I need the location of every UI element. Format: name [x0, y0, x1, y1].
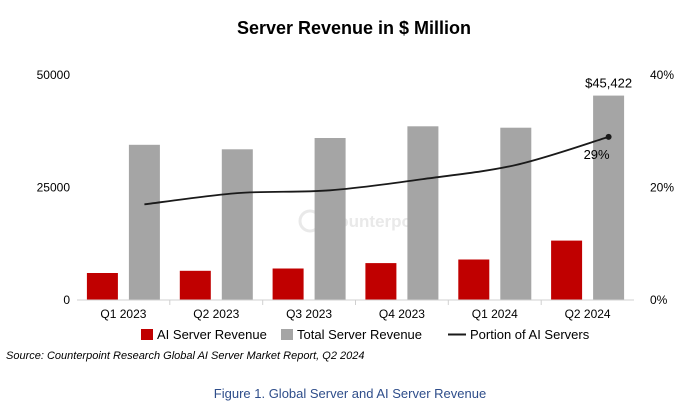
bar-ai-server-revenue-q3-2023	[272, 268, 304, 300]
bar-total-server-revenue-q2-2024	[593, 95, 625, 300]
line-portion-of-ai-servers	[144, 136, 609, 206]
line-layer	[144, 133, 612, 206]
x-tick-label-q2-2024: Q2 2024	[565, 307, 611, 321]
bar-total-server-revenue-q3-2023	[314, 138, 346, 300]
bar-ai-server-revenue-q4-2023	[365, 263, 397, 300]
figure-caption: Figure 1. Global Server and AI Server Re…	[213, 386, 487, 401]
y-right-tick-label-20-: 20%	[650, 181, 674, 195]
data-label-portion-q2-2024: 29%	[584, 147, 610, 162]
x-tick-label-q2-2023: Q2 2023	[193, 307, 239, 321]
line-point-portion-of-ai-servers-q2-2024	[605, 133, 612, 140]
y-left-tick-label-50000: 50000	[37, 68, 71, 82]
legend-label-portion-of-ai-servers: Portion of AI Servers	[470, 327, 590, 342]
x-tick-label-q1-2023: Q1 2023	[100, 307, 146, 321]
bar-ai-server-revenue-q2-2023	[179, 270, 211, 301]
y-left-tick-label-25000: 25000	[37, 181, 71, 195]
bar-total-server-revenue-q2-2023	[221, 149, 253, 301]
legend-label-ai-server-revenue: AI Server Revenue	[157, 327, 267, 342]
legend-label-total-server-revenue: Total Server Revenue	[297, 327, 422, 342]
bar-ai-server-revenue-q1-2023	[86, 273, 118, 300]
bar-total-server-revenue-q1-2024	[500, 127, 532, 300]
bar-ai-server-revenue-q1-2024	[458, 259, 490, 300]
bar-total-server-revenue-q1-2023	[128, 144, 160, 301]
legend-swatch-total-server-revenue	[281, 329, 293, 340]
server-revenue-chart: Server Revenue in $ Million Counterpoint…	[37, 18, 675, 342]
bars-layer	[86, 95, 625, 301]
axes-layer: Q1 2023 Q2 2023 Q3 2023 Q4 2023 Q1 2024 Q2 20…	[37, 68, 675, 321]
chart-title: Server Revenue in $ Million	[237, 18, 471, 38]
watermark-text: Counterpoint	[326, 212, 433, 231]
x-tick-label-q4-2023: Q4 2023	[379, 307, 425, 321]
x-tick-label-q3-2023: Q3 2023	[286, 307, 332, 321]
bar-total-server-revenue-q4-2023	[407, 126, 439, 300]
legend-swatch-ai-server-revenue	[141, 329, 153, 340]
legend: AI Server Revenue Total Server Revenue P…	[141, 327, 590, 342]
y-right-tick-label-0-: 0%	[650, 293, 668, 307]
bar-ai-server-revenue-q2-2024	[551, 240, 583, 300]
annotations-layer: $45,422 29%	[584, 76, 633, 162]
y-left-tick-label-0: 0	[63, 293, 70, 307]
x-tick-label-q1-2024: Q1 2024	[472, 307, 518, 321]
source-note: Source: Counterpoint Research Global AI …	[6, 350, 365, 362]
y-right-tick-label-40-: 40%	[650, 68, 674, 82]
data-label-total-q2-2024: $45,422	[585, 76, 632, 91]
